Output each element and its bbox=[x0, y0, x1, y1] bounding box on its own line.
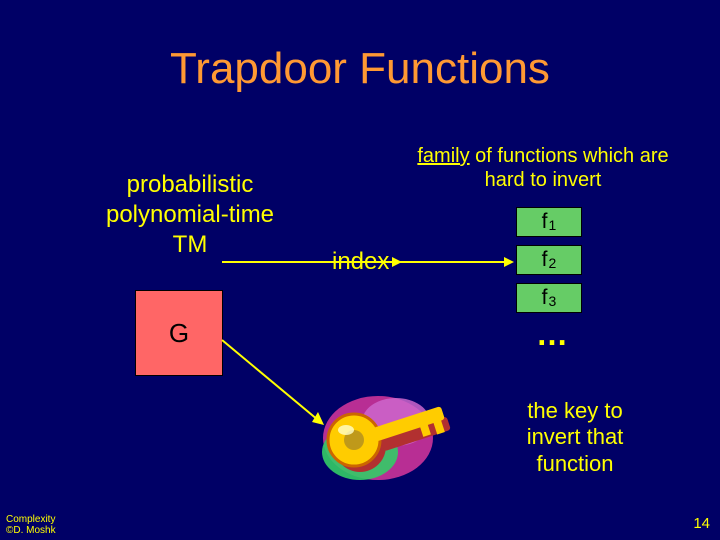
arrow-index-to-f2 bbox=[402, 257, 514, 267]
family-caption: family of functions which are hard to in… bbox=[398, 144, 688, 192]
slide-title: Trapdoor Functions bbox=[0, 44, 720, 94]
g-box: G bbox=[135, 290, 223, 376]
key-icon bbox=[300, 368, 470, 508]
f-box-2: f2 bbox=[516, 245, 582, 275]
f-box-1: f1 bbox=[516, 207, 582, 237]
index-label: index bbox=[332, 248, 389, 276]
footer-credit: Complexity©D. Moshk bbox=[6, 514, 56, 536]
slide-number: 14 bbox=[693, 515, 710, 532]
ellipsis: … bbox=[536, 316, 568, 353]
left-label: probabilisticpolynomial-timeTM bbox=[80, 170, 300, 260]
slide: Trapdoor Functions probabilisticpolynomi… bbox=[0, 0, 720, 540]
key-caption: the key toinvert thatfunction bbox=[490, 398, 660, 477]
f-box-3: f3 bbox=[516, 283, 582, 313]
